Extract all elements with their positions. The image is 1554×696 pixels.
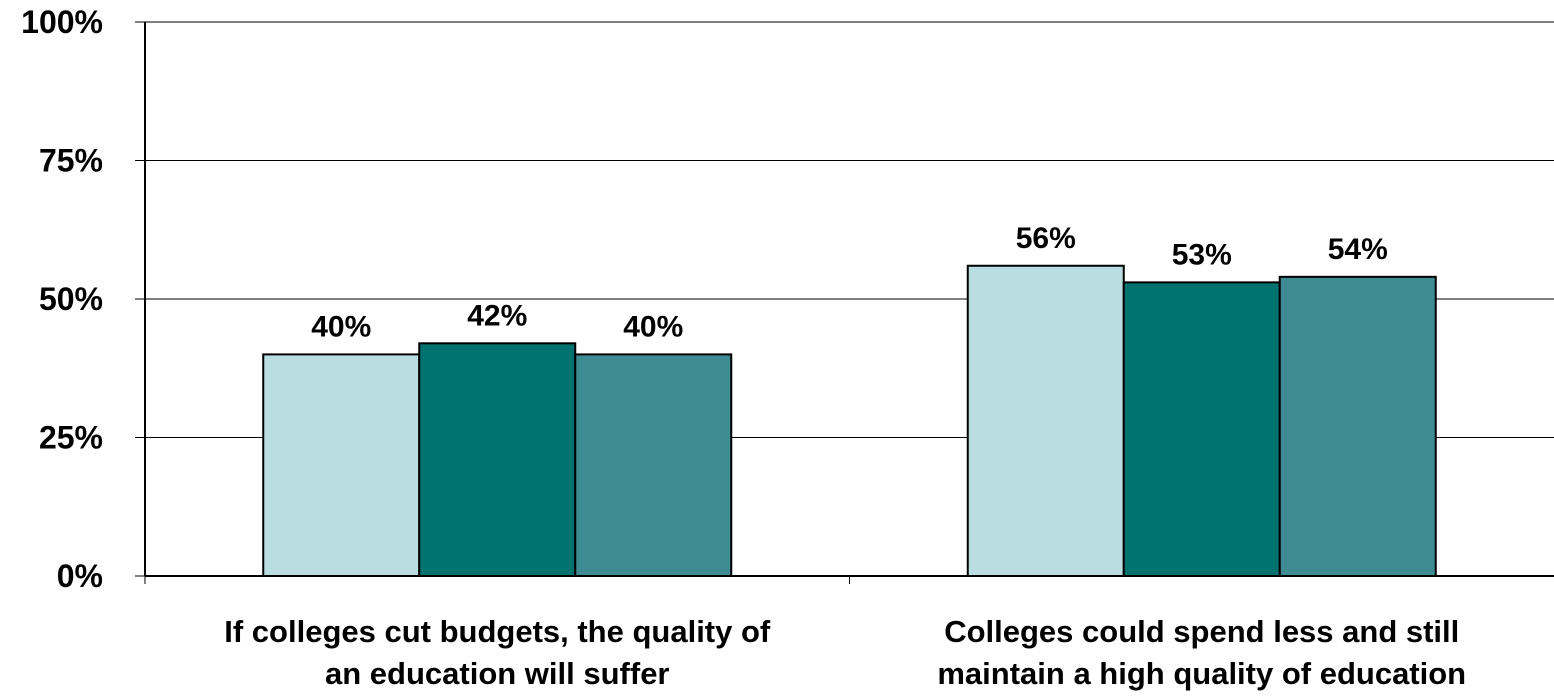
bar xyxy=(966,264,1125,577)
data-label: 42% xyxy=(467,299,527,332)
y-tick-label: 75% xyxy=(39,143,103,179)
y-tick-label: 0% xyxy=(57,558,103,594)
data-label: 56% xyxy=(1016,222,1076,255)
y-tick-label: 50% xyxy=(39,281,103,317)
data-label: 54% xyxy=(1328,233,1388,266)
axes xyxy=(135,21,1554,584)
data-label: 40% xyxy=(311,310,371,343)
bar xyxy=(1122,281,1281,577)
y-tick-label: 100% xyxy=(21,4,103,40)
y-tick-label: 25% xyxy=(39,420,103,456)
bar xyxy=(418,342,577,577)
bar xyxy=(1278,275,1437,577)
x-category-label: If colleges cut budgets, the quality of xyxy=(224,614,771,649)
x-category-label: maintain a high quality of education xyxy=(937,656,1466,691)
bars xyxy=(262,264,1437,577)
labels: 0% 25% 50% 75% 100% 40% 56% 42% 53% 40% 54% If coll… xyxy=(21,4,1466,691)
data-label: 53% xyxy=(1172,238,1232,271)
bar xyxy=(262,353,421,577)
x-category-label: Colleges could spend less and still xyxy=(944,614,1459,649)
data-label: 40% xyxy=(623,310,683,343)
x-category-label: an education will suffer xyxy=(325,656,670,691)
bar xyxy=(574,353,733,577)
